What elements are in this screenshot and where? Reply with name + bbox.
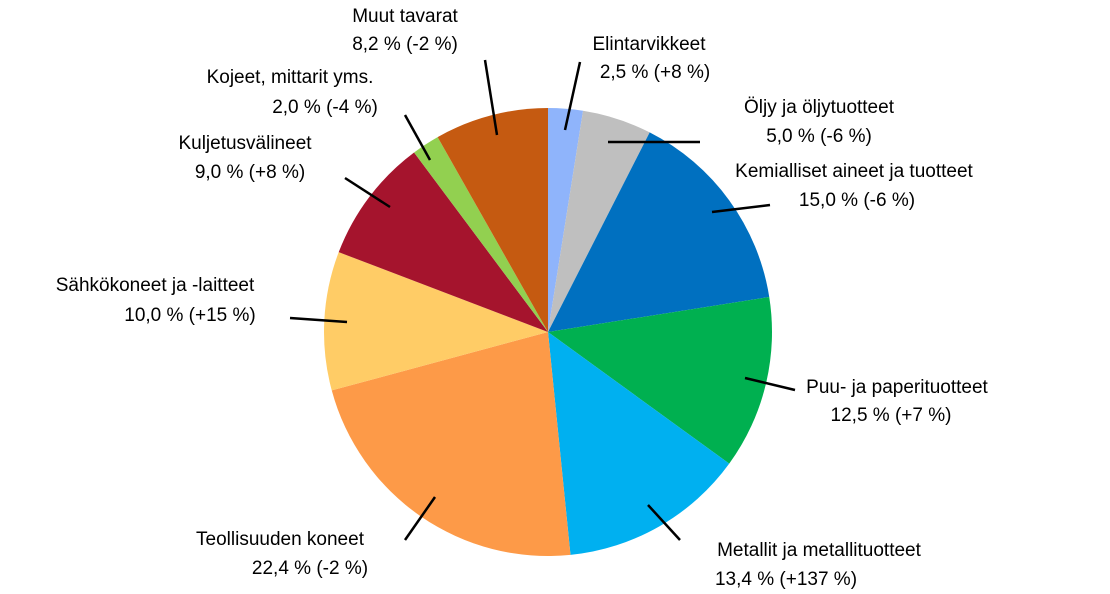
pie-slice xyxy=(548,110,650,332)
value-label: 13,4 % (+137 %) xyxy=(715,569,857,590)
slice-label: Kuljetusvälineet xyxy=(178,133,312,154)
leader-line xyxy=(403,114,432,161)
slice-label: Elintarvikkeet xyxy=(593,34,707,55)
slice-label: Sähkökoneet ja -laitteet xyxy=(56,275,255,296)
pie-slice xyxy=(548,132,770,332)
leader-line xyxy=(344,176,391,209)
value-label: 22,4 % (-2 %) xyxy=(252,558,368,579)
value-label: 10,0 % (+15 %) xyxy=(124,305,256,326)
slice-label: Öljy ja öljytuotteet xyxy=(744,97,895,118)
slice-label: Kemialliset aineet ja tuotteet xyxy=(735,161,973,182)
leader-line xyxy=(647,504,681,541)
value-label: 9,0 % (+8 %) xyxy=(195,162,305,183)
slice-label: Metallit ja metallituotteet xyxy=(717,540,922,561)
pie-slice xyxy=(437,108,548,332)
pie-slice xyxy=(414,137,548,332)
slice-label: Teollisuuden koneet xyxy=(196,529,365,550)
pie-slice xyxy=(548,296,772,464)
slice-label: Puu- ja paperituotteet xyxy=(806,377,988,398)
value-label: 5,0 % (-6 %) xyxy=(766,126,872,147)
slice-label: Kojeet, mittarit yms. xyxy=(207,67,374,88)
value-label: 2,5 % (+8 %) xyxy=(600,62,710,83)
pie-slice xyxy=(548,332,730,555)
leader-line xyxy=(289,316,348,324)
pie-slice xyxy=(548,108,584,332)
value-label: 2,0 % (-4 %) xyxy=(272,97,378,118)
leader-line xyxy=(403,496,437,541)
pie-slice xyxy=(338,152,548,332)
slice-label: Muut tavarat xyxy=(352,6,458,27)
value-label: 12,5 % (+7 %) xyxy=(831,405,952,426)
leader-line xyxy=(563,61,582,131)
leader-line xyxy=(744,376,796,392)
value-label: 15,0 % (-6 %) xyxy=(799,190,915,211)
leader-line xyxy=(483,59,499,136)
pie-slice xyxy=(331,332,571,556)
value-label: 8,2 % (-2 %) xyxy=(352,34,458,55)
leader-line xyxy=(711,203,771,214)
pie-slice xyxy=(324,252,548,391)
